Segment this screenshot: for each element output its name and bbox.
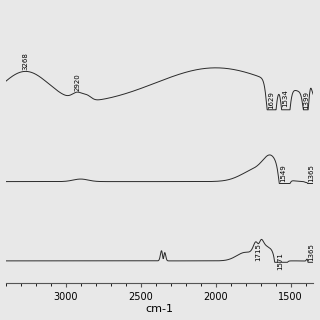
X-axis label: cm-1: cm-1 — [145, 304, 173, 315]
Text: 1629: 1629 — [268, 91, 274, 108]
Text: 1365: 1365 — [308, 164, 314, 182]
Text: 1549: 1549 — [280, 164, 286, 182]
Text: 2920: 2920 — [75, 73, 81, 91]
Text: 1715: 1715 — [255, 243, 261, 261]
Text: 1399: 1399 — [303, 91, 309, 108]
Text: 1534: 1534 — [283, 90, 289, 107]
Text: 3268: 3268 — [22, 52, 28, 70]
Text: 1365: 1365 — [308, 243, 314, 261]
Text: 1571: 1571 — [277, 252, 283, 270]
